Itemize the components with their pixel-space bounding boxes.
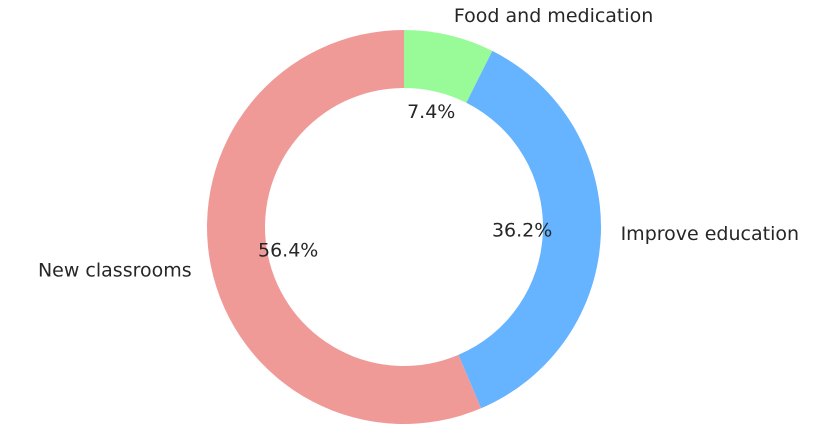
pct-label-new-classrooms: 56.4%: [258, 240, 318, 262]
slice-improve-education: [458, 50, 601, 409]
pct-label-food-and-medication: 7.4%: [407, 101, 455, 123]
slice-new-classrooms: [206, 30, 482, 425]
slice-label-improve-education: Improve education: [621, 223, 799, 245]
slice-food-and-medication: [404, 30, 493, 103]
slices-group: [206, 30, 601, 425]
slice-label-food-and-medication: Food and medication: [454, 5, 653, 27]
labels-group: 7.4% Food and medication 36.2% Improve educ…: [38, 5, 799, 281]
slice-label-new-classrooms: New classrooms: [38, 259, 192, 281]
pct-label-improve-education: 36.2%: [492, 220, 552, 242]
